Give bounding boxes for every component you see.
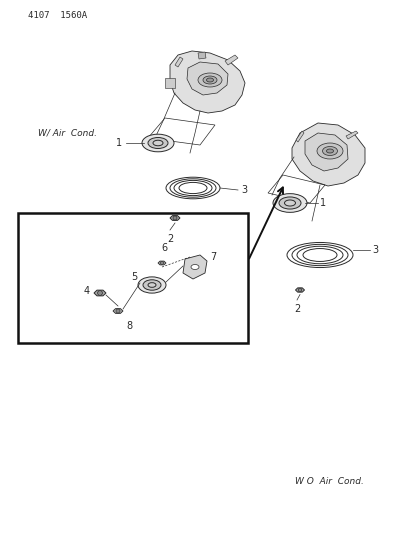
Text: 8: 8 xyxy=(126,321,132,331)
Ellipse shape xyxy=(303,248,337,262)
Text: 1: 1 xyxy=(320,198,326,208)
Bar xyxy=(18,213,248,343)
Ellipse shape xyxy=(317,143,343,159)
Ellipse shape xyxy=(185,185,201,191)
Polygon shape xyxy=(198,52,206,59)
Polygon shape xyxy=(225,55,238,65)
Polygon shape xyxy=(175,57,183,67)
Ellipse shape xyxy=(166,177,220,199)
Polygon shape xyxy=(192,265,198,269)
Ellipse shape xyxy=(292,244,348,265)
Polygon shape xyxy=(170,51,245,113)
Ellipse shape xyxy=(279,197,301,209)
Text: 2: 2 xyxy=(167,234,173,244)
Polygon shape xyxy=(305,133,348,171)
Text: 7: 7 xyxy=(210,252,216,262)
Text: 1: 1 xyxy=(116,138,122,148)
Ellipse shape xyxy=(322,147,337,156)
Circle shape xyxy=(173,216,177,220)
Ellipse shape xyxy=(191,264,199,270)
Circle shape xyxy=(194,266,196,268)
Ellipse shape xyxy=(148,138,168,149)
Polygon shape xyxy=(170,216,180,220)
Polygon shape xyxy=(187,62,228,95)
Text: 5: 5 xyxy=(131,272,137,282)
Ellipse shape xyxy=(206,78,213,82)
Ellipse shape xyxy=(326,149,333,153)
Ellipse shape xyxy=(297,246,343,264)
Ellipse shape xyxy=(138,277,166,293)
Text: 4107  1560A: 4107 1560A xyxy=(28,11,87,20)
Ellipse shape xyxy=(148,282,156,287)
Ellipse shape xyxy=(174,180,212,196)
Ellipse shape xyxy=(179,182,207,193)
Polygon shape xyxy=(346,131,358,139)
Text: 3: 3 xyxy=(241,185,247,195)
Polygon shape xyxy=(295,288,304,292)
Ellipse shape xyxy=(198,73,222,87)
Ellipse shape xyxy=(273,193,307,212)
Polygon shape xyxy=(113,309,123,313)
Ellipse shape xyxy=(153,140,163,146)
Polygon shape xyxy=(94,290,106,296)
Text: 4: 4 xyxy=(84,286,90,296)
Ellipse shape xyxy=(143,280,161,290)
Text: W O  Air  Cond.: W O Air Cond. xyxy=(295,477,364,486)
Text: 2: 2 xyxy=(294,304,300,314)
Text: 3: 3 xyxy=(372,245,378,255)
Polygon shape xyxy=(292,123,365,186)
Polygon shape xyxy=(165,78,175,88)
Ellipse shape xyxy=(203,76,217,84)
Circle shape xyxy=(298,288,302,292)
Circle shape xyxy=(116,309,120,313)
Text: 6: 6 xyxy=(161,243,167,253)
Ellipse shape xyxy=(142,134,174,152)
Ellipse shape xyxy=(284,200,295,206)
Polygon shape xyxy=(183,255,207,279)
Ellipse shape xyxy=(287,243,353,268)
Polygon shape xyxy=(296,131,304,142)
Polygon shape xyxy=(158,261,166,265)
Ellipse shape xyxy=(310,251,330,259)
Ellipse shape xyxy=(170,179,216,197)
Circle shape xyxy=(98,290,102,295)
Circle shape xyxy=(160,261,164,264)
Text: W/ Air  Cond.: W/ Air Cond. xyxy=(38,128,97,138)
